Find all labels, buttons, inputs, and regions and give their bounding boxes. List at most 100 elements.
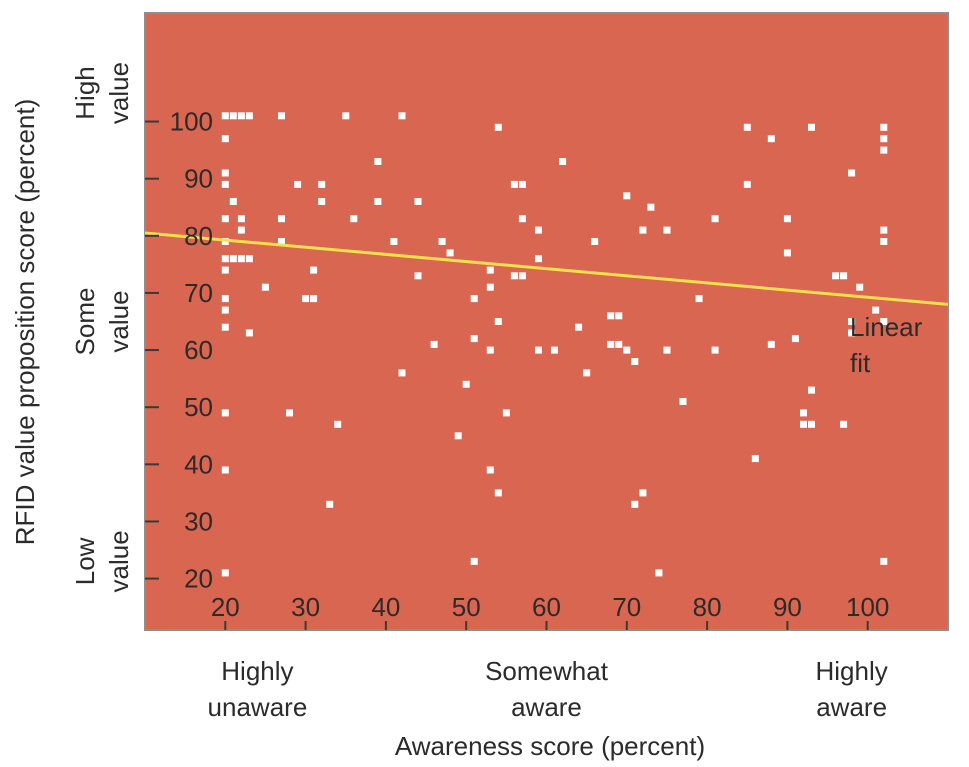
- x-category-label: unaware: [208, 692, 308, 722]
- data-point: [278, 215, 285, 223]
- x-tick-label: 60: [532, 592, 561, 622]
- data-point: [221, 409, 229, 417]
- y-category-label: Some: [70, 288, 100, 356]
- data-point: [446, 249, 454, 257]
- data-point: [880, 318, 888, 325]
- data-point: [229, 255, 237, 263]
- data-point: [229, 112, 237, 120]
- y-tick-label: 60: [184, 335, 213, 365]
- data-point: [791, 335, 799, 343]
- data-point: [880, 135, 888, 143]
- data-point: [535, 226, 542, 234]
- data-point: [800, 409, 807, 417]
- data-point: [615, 340, 623, 348]
- data-point: [310, 266, 318, 274]
- data-point: [342, 112, 350, 120]
- x-tick-label: 30: [291, 592, 320, 622]
- data-point: [711, 215, 719, 223]
- data-point: [639, 226, 647, 234]
- data-point: [414, 198, 422, 205]
- x-tick-label: 20: [211, 592, 240, 622]
- data-point: [221, 295, 229, 303]
- data-point: [623, 346, 631, 354]
- data-point: [510, 272, 518, 280]
- data-point: [743, 180, 751, 188]
- x-category-label: aware: [511, 692, 582, 722]
- data-point: [374, 158, 382, 165]
- data-point: [743, 123, 751, 131]
- data-point: [623, 192, 631, 200]
- data-point: [229, 198, 237, 205]
- data-point: [221, 266, 229, 274]
- x-axis-title: Awareness score (percent): [395, 731, 705, 761]
- data-point: [278, 238, 285, 245]
- data-point: [880, 238, 888, 245]
- data-point: [535, 255, 542, 263]
- data-point: [494, 318, 502, 325]
- data-point: [510, 180, 518, 188]
- data-point: [880, 146, 888, 154]
- data-point: [848, 169, 856, 177]
- data-point: [679, 398, 687, 405]
- y-tick-label: 50: [184, 392, 213, 422]
- data-point: [221, 569, 229, 577]
- x-tick-label: 40: [371, 592, 400, 622]
- data-point: [711, 346, 719, 354]
- data-point: [245, 255, 253, 263]
- data-point: [221, 323, 229, 331]
- data-point: [221, 306, 229, 314]
- data-point: [430, 340, 438, 348]
- data-point: [751, 455, 759, 463]
- data-point: [237, 112, 245, 120]
- data-point: [655, 569, 663, 577]
- data-point: [583, 369, 591, 377]
- linear-fit-line: [144, 231, 949, 306]
- data-point: [808, 123, 815, 131]
- data-point: [470, 335, 478, 343]
- y-tick-label: 100: [170, 107, 213, 137]
- data-point: [639, 489, 647, 497]
- y-tick-label: 20: [184, 564, 213, 594]
- data-point: [559, 158, 567, 165]
- data-point: [647, 203, 655, 211]
- y-axis-title: RFID value proposition score (percent): [10, 99, 40, 546]
- data-point: [470, 295, 478, 303]
- data-point: [245, 112, 253, 120]
- data-point: [334, 420, 342, 428]
- y-category-label: High: [70, 66, 100, 119]
- data-point: [607, 312, 615, 320]
- y-tick-label: 90: [184, 164, 213, 194]
- x-tick-label: 90: [773, 592, 802, 622]
- y-tick-label: 30: [184, 506, 213, 536]
- data-point: [663, 346, 671, 354]
- data-point: [237, 255, 245, 263]
- data-point: [374, 198, 382, 205]
- x-tick-label: 80: [693, 592, 722, 622]
- fit-label-line1: Linear: [850, 312, 923, 342]
- data-point: [880, 123, 888, 131]
- data-point: [318, 198, 326, 205]
- data-point: [808, 386, 815, 394]
- data-point: [607, 340, 615, 348]
- data-points: [221, 112, 888, 577]
- data-point: [390, 238, 398, 245]
- data-point: [294, 180, 302, 188]
- data-point: [832, 272, 840, 280]
- data-point: [414, 272, 422, 280]
- data-point: [237, 226, 245, 234]
- data-point: [326, 500, 334, 508]
- x-tick-label: 100: [846, 592, 889, 622]
- y-category-label: value: [104, 290, 134, 352]
- data-point: [398, 112, 406, 120]
- data-point: [221, 112, 229, 120]
- data-point: [502, 409, 510, 417]
- data-point: [783, 249, 791, 257]
- data-point: [221, 180, 229, 188]
- x-tick-label: 70: [612, 592, 641, 622]
- y-tick-label: 70: [184, 278, 213, 308]
- y-category-label: Low: [70, 537, 100, 585]
- x-axis-ticks: 20 30 40 50 60 70 80 90 100: [211, 592, 889, 630]
- data-point: [848, 318, 856, 325]
- data-point: [800, 420, 807, 428]
